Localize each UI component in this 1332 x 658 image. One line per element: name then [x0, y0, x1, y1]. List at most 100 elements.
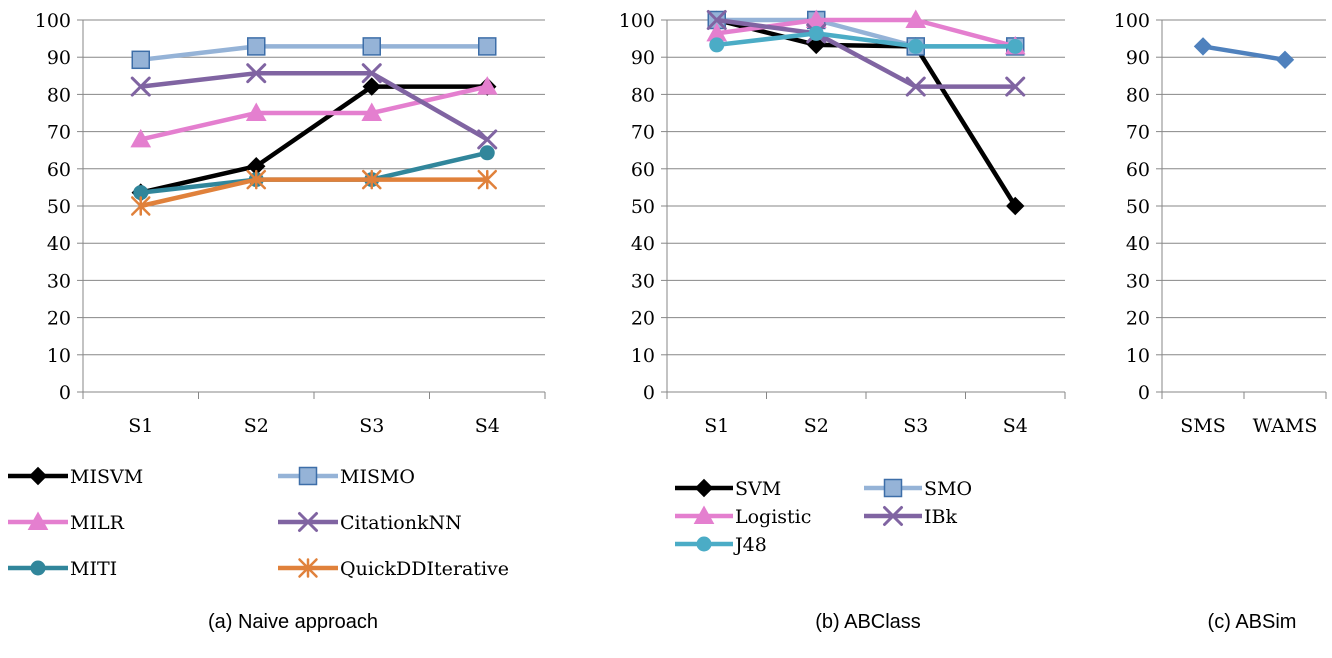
- series-mismo: [131, 37, 497, 70]
- legend-swatch-marker: [693, 505, 715, 524]
- y-tick-label: 30: [631, 270, 655, 292]
- data-point-ibk: [1005, 76, 1026, 97]
- series-line-series: [1202, 44, 1286, 63]
- y-tick-label: 0: [59, 382, 71, 404]
- legend-label: Logistic: [735, 506, 811, 528]
- legend-label: SVM: [735, 478, 781, 500]
- y-tick-label: 70: [47, 122, 71, 144]
- y-tick-label: 50: [631, 196, 655, 218]
- x-tick-label: S2: [244, 415, 269, 437]
- legend-swatch-marker: [28, 466, 48, 486]
- y-tick-label: 40: [47, 233, 71, 255]
- series-line-quickdditerative: [140, 177, 488, 209]
- legend-swatch-marker: [30, 560, 46, 576]
- data-point-citationknn: [130, 76, 151, 97]
- data-point-mismo: [131, 50, 150, 70]
- legend-item-milr: MILR: [8, 511, 125, 534]
- x-tick-label: WAMS: [1253, 415, 1318, 437]
- series-miti: [133, 145, 495, 201]
- data-point-milr: [245, 102, 267, 121]
- legend-label: MITI: [70, 558, 117, 580]
- legend-label: IBk: [924, 506, 957, 528]
- data-point-logistic: [905, 9, 927, 28]
- y-tick-label: 90: [47, 47, 71, 69]
- data-point-j48: [709, 37, 725, 53]
- chart-caption: (b) ABClass: [815, 611, 921, 633]
- chart-panel-3: 0 10 20 30 40 50 60 70 80 90 100 SMS WAMS (c) ABSim: [1114, 10, 1327, 633]
- legend-label: MISMO: [340, 466, 415, 488]
- y-tick-label: 60: [47, 159, 71, 181]
- y-tick-label: 70: [1126, 122, 1150, 144]
- y-tick-label: 50: [47, 196, 71, 218]
- y-tick-label: 0: [1138, 382, 1150, 404]
- data-point-j48: [1007, 38, 1023, 54]
- data-point-quickdditerative: [131, 196, 151, 216]
- chart-panel-2: 0 10 20 30 40 50 60 70 80 90 100 S1 S2 S3 S4 SVM SMO Logi…: [619, 9, 1066, 633]
- legend-item-citationknn: CitationkNN: [278, 512, 462, 534]
- legend-item-logistic: Logistic: [675, 505, 811, 528]
- data-point-milr: [361, 102, 383, 121]
- chart-caption: (a) Naive approach: [208, 611, 378, 633]
- data-point-misvm: [362, 77, 381, 96]
- series-line-mismo: [140, 44, 488, 63]
- y-tick-label: 80: [1126, 84, 1150, 106]
- chart-caption: (c) ABSim: [1208, 611, 1297, 633]
- legend-item-svm: SVM: [675, 478, 781, 500]
- series-line-misvm: [140, 84, 488, 195]
- data-point-milr: [476, 76, 498, 95]
- data-point-ibk: [905, 76, 926, 97]
- data-point-citationknn: [361, 63, 382, 84]
- y-tick-label: 40: [631, 233, 655, 255]
- x-tick-label: S4: [1003, 415, 1028, 437]
- legend-item-quickdditerative: QuickDDIterative: [278, 558, 509, 580]
- x-tick-label: S2: [804, 415, 829, 437]
- legend-swatch-marker: [298, 512, 318, 532]
- legend-item-ibk: IBk: [864, 506, 957, 528]
- series-citationknn: [130, 63, 498, 150]
- y-tick-label: 30: [1126, 270, 1150, 292]
- data-point-mismo: [478, 37, 497, 56]
- data-point-quickdditerative: [362, 169, 382, 190]
- data-point-miti: [479, 145, 495, 161]
- legend-swatch-marker: [883, 506, 903, 526]
- data-point-series: [1275, 50, 1295, 70]
- y-tick-label: 20: [631, 308, 655, 330]
- y-tick-label: 20: [1126, 308, 1150, 330]
- y-tick-label: 100: [1114, 10, 1150, 32]
- legend-swatch-marker: [27, 511, 49, 530]
- legend-label: CitationkNN: [340, 512, 462, 534]
- series-line-ibk: [716, 17, 1016, 89]
- series-milr: [130, 76, 498, 148]
- y-tick-label: 90: [1126, 47, 1150, 69]
- series-line-j48: [716, 31, 1016, 49]
- legend-swatch-marker: [694, 478, 714, 498]
- series-line-citationknn: [140, 70, 489, 142]
- data-point-quickdditerative: [246, 169, 266, 190]
- y-tick-label: 60: [631, 159, 655, 181]
- y-tick-label: 80: [47, 84, 71, 106]
- y-tick-label: 50: [1126, 196, 1150, 218]
- y-tick-label: 20: [47, 308, 71, 330]
- x-tick-label: S1: [128, 415, 153, 437]
- data-point-mismo: [362, 37, 381, 56]
- legend-item-smo: SMO: [864, 478, 972, 500]
- data-point-j48: [808, 25, 824, 41]
- chart-panel-1: 0 10 20 30 40 50 60 70 80 90 100 S1 S2 S3 S4 MISVM MISMO…: [8, 10, 546, 633]
- data-point-series: [1193, 37, 1213, 56]
- data-point-mismo: [247, 37, 266, 56]
- series-line-miti: [140, 150, 488, 195]
- legend-label: MISVM: [70, 466, 143, 488]
- legend: MISVM MISMO MILR CitationkNN MITI QuickDDIter…: [8, 466, 509, 580]
- series-series: [1193, 37, 1295, 70]
- y-tick-label: 10: [1126, 345, 1150, 367]
- y-tick-label: 40: [1126, 233, 1150, 255]
- y-tick-label: 10: [47, 345, 71, 367]
- series-ibk: [706, 10, 1026, 97]
- y-tick-label: 30: [47, 270, 71, 292]
- series-line-milr: [140, 84, 488, 142]
- legend: SVM SMO Logistic IBk J48: [675, 478, 972, 556]
- x-tick-label: S3: [903, 415, 928, 437]
- x-tick-label: S4: [475, 415, 500, 437]
- legend-label: SMO: [924, 478, 972, 500]
